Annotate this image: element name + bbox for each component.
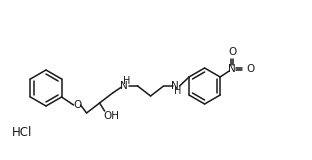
Text: H: H	[123, 76, 130, 86]
Text: O: O	[246, 64, 254, 74]
Text: N: N	[171, 81, 178, 91]
Text: N: N	[120, 81, 128, 91]
Text: O: O	[73, 100, 82, 110]
Text: N: N	[228, 64, 236, 74]
Text: OH: OH	[104, 111, 119, 121]
Text: O: O	[228, 47, 236, 57]
Text: H: H	[174, 86, 181, 96]
Text: HCl: HCl	[12, 125, 32, 139]
